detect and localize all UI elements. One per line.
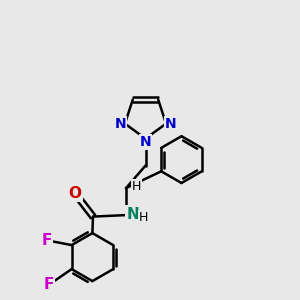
Text: N: N [115,117,126,131]
Text: N: N [165,117,176,131]
Text: N: N [126,207,139,222]
Text: F: F [41,233,52,248]
Text: O: O [68,186,82,201]
Text: H: H [132,180,141,193]
Text: N: N [140,135,151,149]
Text: H: H [139,211,148,224]
Text: F: F [43,277,54,292]
